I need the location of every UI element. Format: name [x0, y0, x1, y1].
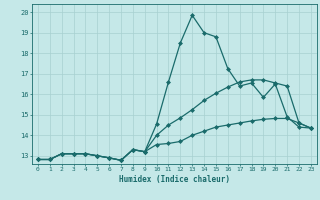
- X-axis label: Humidex (Indice chaleur): Humidex (Indice chaleur): [119, 175, 230, 184]
